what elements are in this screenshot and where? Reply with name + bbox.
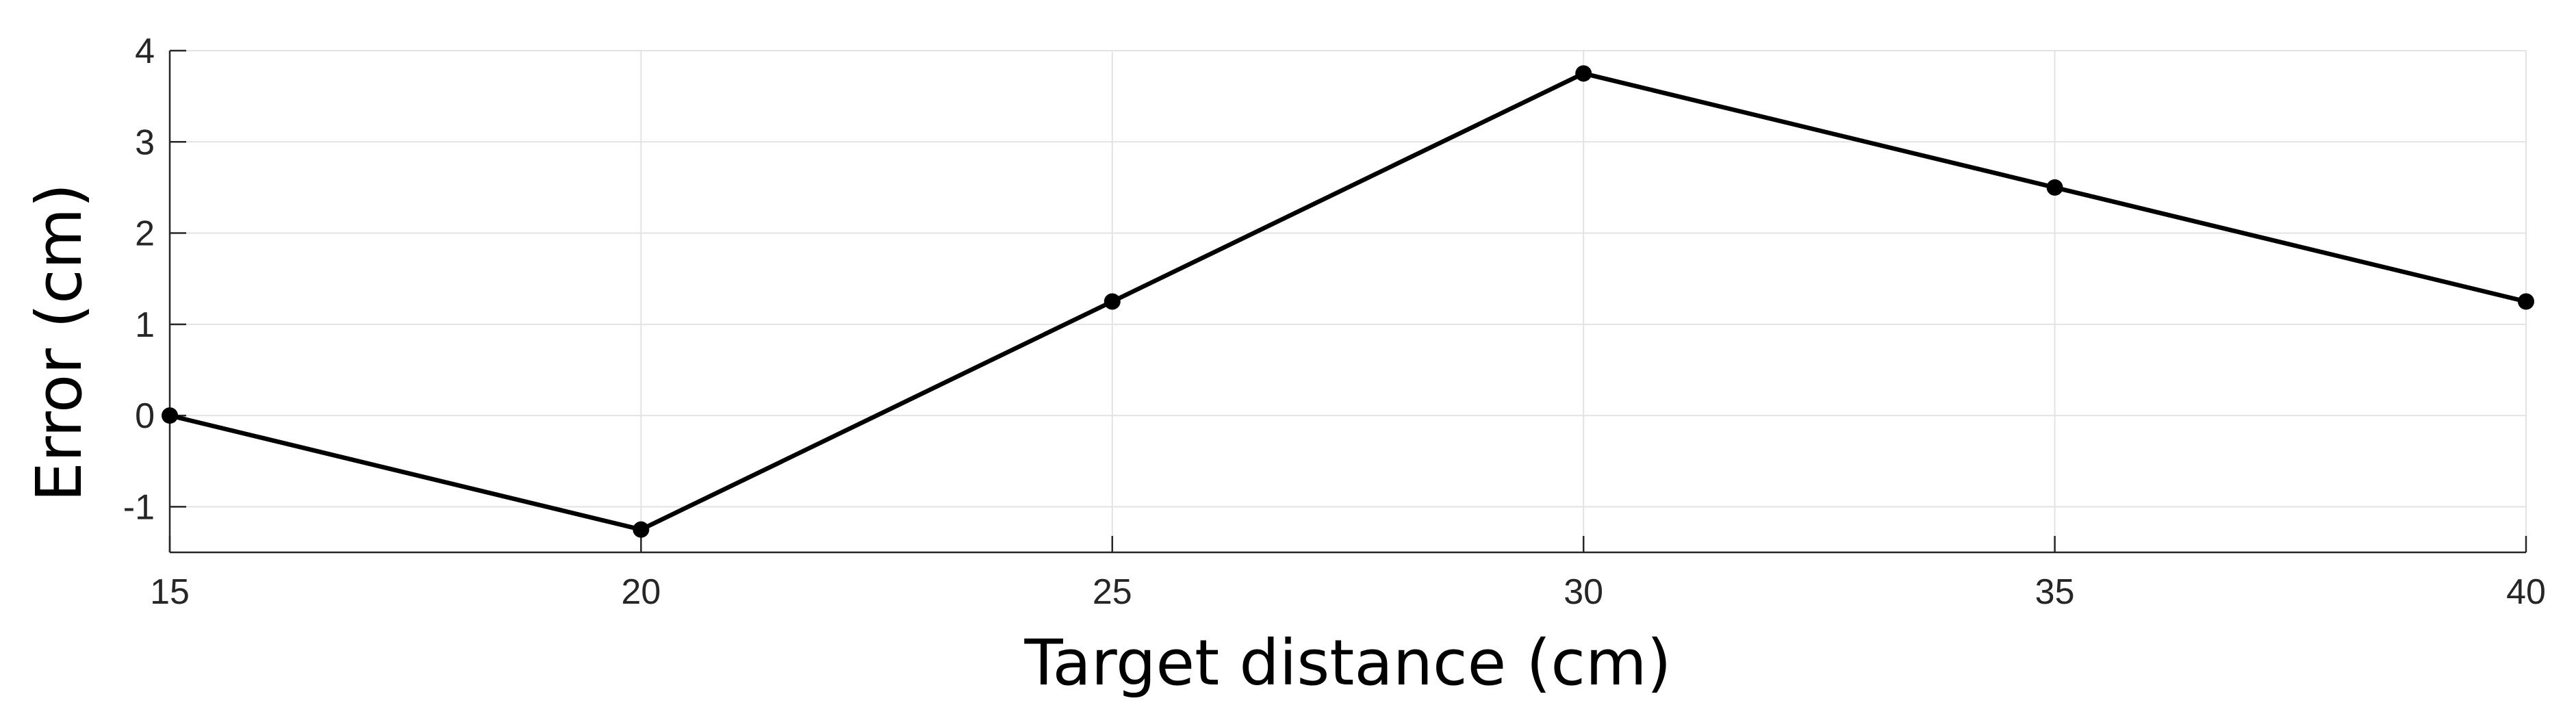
data-point xyxy=(633,521,650,538)
y-tick-label: 3 xyxy=(135,123,155,162)
x-tick-label: 30 xyxy=(1564,572,1603,612)
data-series xyxy=(162,65,2534,538)
data-point xyxy=(1575,65,1592,82)
y-axis-title: Error (cm) xyxy=(23,183,96,502)
y-tick-label: 1 xyxy=(135,305,155,345)
series-line-0 xyxy=(167,71,2529,532)
x-tick-label: 40 xyxy=(2506,572,2546,612)
x-tick-label: 35 xyxy=(2035,572,2075,612)
y-tick-label: 2 xyxy=(135,214,155,254)
tick-labels: 15 20 25 30 35 40 -1 0 1 2 3 4 xyxy=(123,31,2546,612)
data-point xyxy=(2518,293,2534,310)
x-tick-label: 25 xyxy=(1093,572,1132,612)
x-axis-title: Target distance (cm) xyxy=(1024,626,1672,700)
data-point xyxy=(1104,293,1121,310)
y-tick-label: -1 xyxy=(123,487,155,527)
data-point xyxy=(162,407,178,424)
y-tick-label: 0 xyxy=(135,396,155,436)
y-tick-label: 4 xyxy=(135,31,155,71)
x-tick-label: 15 xyxy=(150,572,190,612)
x-tick-label: 20 xyxy=(621,572,661,612)
axes xyxy=(168,49,2527,554)
data-point xyxy=(2046,179,2063,196)
grid xyxy=(169,50,2527,552)
